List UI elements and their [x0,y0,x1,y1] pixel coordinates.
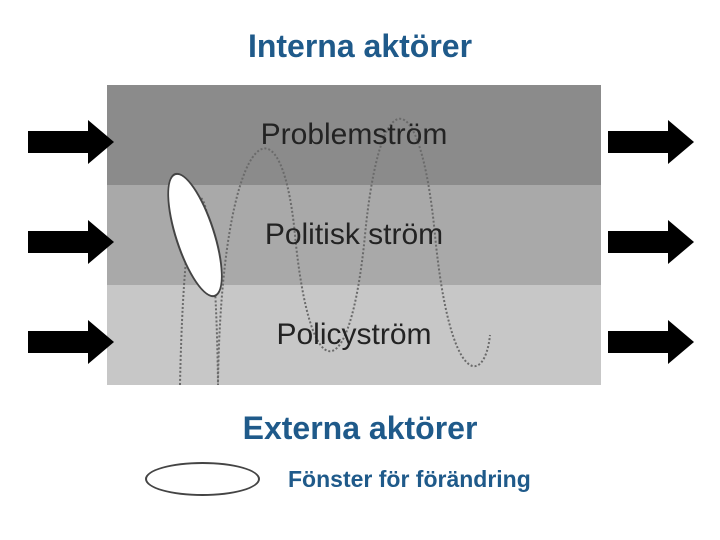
arrow-in-1 [28,120,114,164]
legend-ellipse-icon [145,462,260,496]
stream-problem: Problemström [107,85,601,185]
title-bottom: Externa aktörer [0,410,720,447]
stream-policy: Policyström [107,285,601,385]
stream-label-problem: Problemström [261,118,448,152]
arrow-out-1 [608,120,694,164]
arrow-in-3 [28,320,114,364]
arrow-out-3 [608,320,694,364]
arrow-out-2 [608,220,694,264]
legend: Fönster för förändring [145,462,531,496]
title-top: Interna aktörer [0,28,720,65]
legend-label: Fönster för förändring [288,466,531,493]
arrow-icon [608,320,694,364]
stream-label-policy: Policyström [276,318,431,352]
arrow-icon [28,320,114,364]
arrow-icon [608,120,694,164]
arrow-icon [608,220,694,264]
arrow-icon [28,220,114,264]
arrow-in-2 [28,220,114,264]
stream-label-political: Politisk ström [265,218,443,252]
arrow-icon [28,120,114,164]
